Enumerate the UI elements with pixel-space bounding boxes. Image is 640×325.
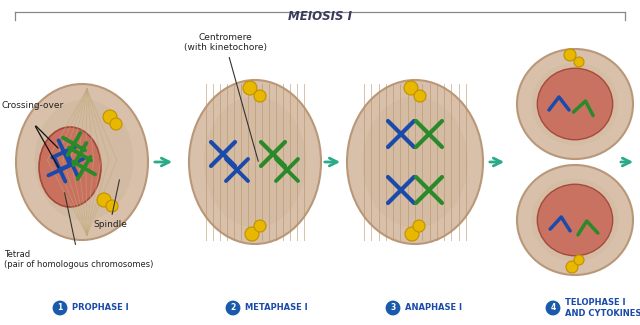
Circle shape (245, 227, 259, 241)
Text: METAPHASE I: METAPHASE I (245, 304, 308, 313)
Circle shape (574, 255, 584, 265)
Ellipse shape (517, 49, 633, 159)
Circle shape (97, 193, 111, 207)
Ellipse shape (16, 84, 148, 240)
Circle shape (254, 220, 266, 232)
Text: Tetrad
(pair of homologous chromosomes): Tetrad (pair of homologous chromosomes) (4, 193, 154, 269)
Circle shape (110, 118, 122, 130)
Text: TELOPHASE I
AND CYTOKINESIS I: TELOPHASE I AND CYTOKINESIS I (565, 298, 640, 318)
Circle shape (566, 261, 578, 273)
Ellipse shape (538, 68, 612, 140)
Circle shape (404, 81, 418, 95)
Text: 2: 2 (230, 304, 236, 313)
Text: 4: 4 (550, 304, 556, 313)
Circle shape (103, 110, 117, 124)
Ellipse shape (347, 80, 483, 244)
Ellipse shape (204, 97, 306, 228)
Text: PROPHASE I: PROPHASE I (72, 304, 129, 313)
Circle shape (52, 300, 68, 316)
Circle shape (545, 300, 561, 316)
Ellipse shape (35, 99, 134, 220)
Circle shape (225, 300, 241, 316)
Text: 1: 1 (58, 304, 63, 313)
Ellipse shape (517, 165, 633, 275)
Circle shape (106, 200, 118, 212)
Circle shape (385, 300, 401, 316)
Text: ANAPHASE I: ANAPHASE I (405, 304, 462, 313)
Circle shape (405, 227, 419, 241)
Circle shape (254, 90, 266, 102)
Ellipse shape (189, 80, 321, 244)
Ellipse shape (538, 184, 612, 256)
Ellipse shape (362, 97, 468, 228)
Circle shape (564, 49, 576, 61)
Text: Spindle: Spindle (93, 180, 127, 229)
Text: Crossing-over: Crossing-over (2, 101, 64, 110)
Circle shape (574, 57, 584, 67)
Ellipse shape (531, 179, 618, 261)
Circle shape (243, 81, 257, 95)
Circle shape (414, 90, 426, 102)
Text: Centromere
(with kinetochore): Centromere (with kinetochore) (184, 32, 266, 161)
Text: MEIOSIS I: MEIOSIS I (288, 10, 352, 23)
Ellipse shape (531, 63, 618, 145)
Text: 3: 3 (390, 304, 396, 313)
Circle shape (413, 220, 425, 232)
Ellipse shape (39, 127, 101, 207)
